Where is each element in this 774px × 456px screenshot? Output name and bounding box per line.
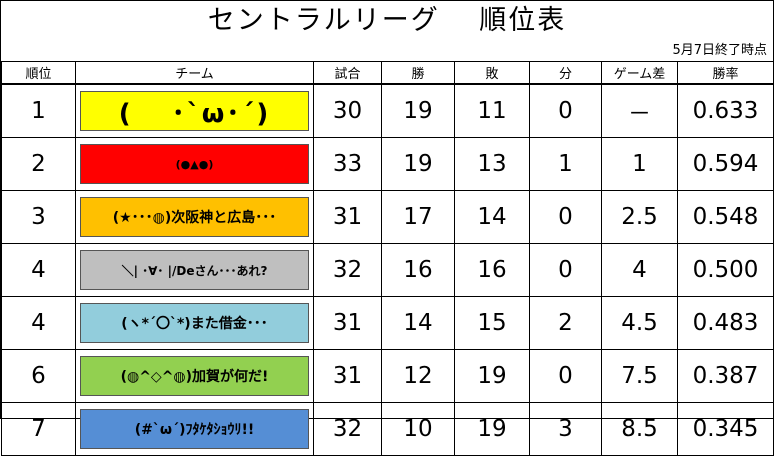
wins-cell: 12 [381,349,455,403]
table-row: 1 ( ･`ω･´) 30 19 11 0 － 0.633 [1,83,774,138]
games-behind-cell: 7.5 [601,349,678,403]
table-row: 7 (#`ω´)ﾌﾀｹﾀｼｮｳﾘ!! 32 10 19 3 8.5 0.345 [1,402,774,456]
wins-cell: 14 [381,296,455,350]
team-cell: ＼| ･∀･ |/Deさん･･･あれ? [75,243,314,297]
losses-cell: 14 [454,190,530,244]
team-cell: (◍^◇^◍)加賀が何だ! [75,349,314,403]
draws-cell: 0 [529,83,602,138]
win-pct-cell: 0.500 [677,243,774,297]
header-rank: 順位 [1,61,76,85]
games-cell: 33 [313,137,382,191]
win-pct-cell: 0.594 [677,137,774,191]
header-team: チーム [75,61,314,85]
games-cell: 32 [313,402,382,456]
wins-cell: 19 [381,83,455,138]
rank-cell: 3 [1,190,76,244]
losses-cell: 19 [454,349,530,403]
standings-table: 順位 チーム 試合 勝 敗 分 ゲーム差 勝率 1 ( ･`ω･´) 30 19… [1,61,774,456]
draws-cell: 3 [529,402,602,456]
games-behind-cell: 4 [601,243,678,297]
table-row: 4 ＼| ･∀･ |/Deさん･･･あれ? 32 16 16 0 4 0.500 [1,243,774,297]
header-losses: 敗 [454,61,530,85]
wins-cell: 10 [381,402,455,456]
team-name-box: ＼| ･∀･ |/Deさん･･･あれ? [80,250,309,290]
team-cell: (●▲●) [75,137,314,191]
games-cell: 31 [313,349,382,403]
games-cell: 32 [313,243,382,297]
rank-cell: 1 [1,83,76,138]
win-pct-cell: 0.483 [677,296,774,350]
games-cell: 31 [313,190,382,244]
games-behind-cell: 8.5 [601,402,678,456]
team-name-box: (ヽ*´〇`*)また借金･･･ [80,303,309,343]
losses-cell: 13 [454,137,530,191]
losses-cell: 16 [454,243,530,297]
draws-cell: 0 [529,349,602,403]
team-name-box: ( ･`ω･´) [80,91,309,131]
wins-cell: 16 [381,243,455,297]
header-row: 順位 チーム 試合 勝 敗 分 ゲーム差 勝率 [1,61,774,85]
header-win-pct: 勝率 [677,61,774,85]
page-title: セントラルリーグ 順位表 [207,5,567,36]
team-name-box: (◍^◇^◍)加賀が何だ! [80,356,309,396]
header-draws: 分 [529,61,602,85]
games-behind-cell: － [601,83,678,138]
games-cell: 31 [313,296,382,350]
rank-cell: 2 [1,137,76,191]
team-cell: (#`ω´)ﾌﾀｹﾀｼｮｳﾘ!! [75,402,314,456]
table-row: 2 (●▲●) 33 19 13 1 1 0.594 [1,137,774,191]
games-behind-cell: 1 [601,137,678,191]
team-cell: ( ･`ω･´) [75,83,314,138]
losses-cell: 11 [454,83,530,138]
draws-cell: 2 [529,296,602,350]
rank-cell: 7 [1,402,76,456]
team-name-box: (★･･･◍)次阪神と広島･･･ [80,197,309,237]
team-cell: (★･･･◍)次阪神と広島･･･ [75,190,314,244]
table-row: 4 (ヽ*´〇`*)また借金･･･ 31 14 15 2 4.5 0.483 [1,296,774,350]
as-of-date: 5月7日終了時点 [672,43,767,58]
win-pct-cell: 0.633 [677,83,774,138]
losses-cell: 15 [454,296,530,350]
draws-cell: 0 [529,243,602,297]
losses-cell: 19 [454,402,530,456]
table-row: 6 (◍^◇^◍)加賀が何だ! 31 12 19 0 7.5 0.387 [1,349,774,403]
team-name-box: (●▲●) [80,144,309,184]
wins-cell: 17 [381,190,455,244]
games-behind-cell: 2.5 [601,190,678,244]
draws-cell: 0 [529,190,602,244]
wins-cell: 19 [381,137,455,191]
win-pct-cell: 0.387 [677,349,774,403]
rank-cell: 6 [1,349,76,403]
header-games-behind: ゲーム差 [601,61,678,85]
win-pct-cell: 0.548 [677,190,774,244]
win-pct-cell: 0.345 [677,402,774,456]
draws-cell: 1 [529,137,602,191]
header-wins: 勝 [381,61,455,85]
table-row: 3 (★･･･◍)次阪神と広島･･･ 31 17 14 0 2.5 0.548 [1,190,774,244]
games-behind-cell: 4.5 [601,296,678,350]
games-cell: 30 [313,83,382,138]
header-games: 試合 [313,61,382,85]
team-name-box: (#`ω´)ﾌﾀｹﾀｼｮｳﾘ!! [80,409,309,449]
rank-cell: 4 [1,296,76,350]
rank-cell: 4 [1,243,76,297]
team-cell: (ヽ*´〇`*)また借金･･･ [75,296,314,350]
